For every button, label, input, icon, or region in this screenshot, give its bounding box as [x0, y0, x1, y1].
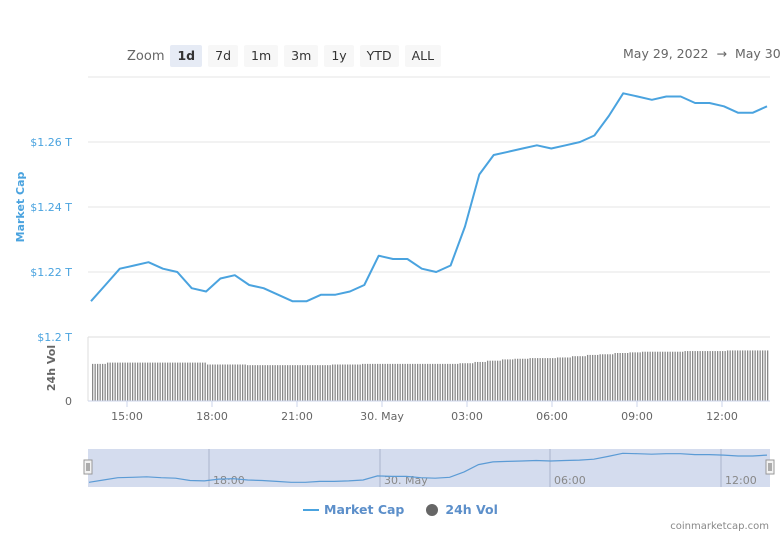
- zoom-ytd-button[interactable]: YTD: [359, 45, 399, 67]
- credit-link[interactable]: coinmarketcap.com: [670, 521, 769, 532]
- navigator-selection[interactable]: [88, 449, 770, 487]
- x-axis-labels: 15:00 18:00 21:00 30. May 03:00 06:00 09:00 12:…: [111, 401, 738, 423]
- svg-text:$1.22 T: $1.22 T: [30, 266, 72, 279]
- svg-text:18:00: 18:00: [196, 410, 228, 423]
- svg-text:12:00: 12:00: [725, 474, 757, 487]
- svg-text:$1.26 T: $1.26 T: [30, 136, 72, 149]
- market-cap-line[interactable]: [90, 92, 768, 303]
- line-icon: [303, 508, 319, 511]
- zoom-1y-button[interactable]: 1y: [324, 45, 354, 67]
- svg-text:09:00: 09:00: [621, 410, 653, 423]
- svg-text:06:00: 06:00: [554, 474, 586, 487]
- zoom-3m-button[interactable]: 3m: [284, 45, 319, 67]
- arrow-right-icon: →: [716, 46, 727, 61]
- svg-text:15:00: 15:00: [111, 410, 143, 423]
- y-axis-labels: $1.2 T $1.22 T $1.24 T $1.26 T: [30, 136, 72, 344]
- legend-market-cap[interactable]: Market Cap: [303, 502, 404, 517]
- zoom-1m-button[interactable]: 1m: [244, 45, 279, 67]
- svg-text:$1.24 T: $1.24 T: [30, 201, 72, 214]
- svg-text:21:00: 21:00: [281, 410, 313, 423]
- grid-lines: [88, 141, 770, 273]
- date-to-input[interactable]: May 30, 2: [734, 46, 780, 61]
- zoom-label: Zoom: [127, 48, 165, 64]
- svg-text:06:00: 06:00: [536, 410, 568, 423]
- zoom-toolbar: Zoom 1d 7d 1m 3m 1y YTD ALL: [127, 44, 447, 68]
- date-from-input[interactable]: May 29, 2022: [623, 46, 709, 61]
- volume-bars: [92, 350, 769, 401]
- circle-icon: [426, 503, 439, 516]
- legend: Market Cap 24h Vol: [303, 502, 520, 517]
- navigator-left-handle[interactable]: [83, 459, 93, 475]
- zoom-all-button[interactable]: ALL: [404, 45, 442, 67]
- y-axis-title-market-cap: Market Cap: [14, 172, 27, 243]
- vol-axis-zero: 0: [65, 395, 72, 408]
- svg-text:$1.2 T: $1.2 T: [37, 331, 72, 344]
- zoom-7d-button[interactable]: 7d: [208, 45, 239, 67]
- legend-24h-vol[interactable]: 24h Vol: [426, 502, 498, 517]
- svg-text:03:00: 03:00: [451, 410, 483, 423]
- svg-text:18:00: 18:00: [213, 474, 245, 487]
- navigator-right-handle[interactable]: [765, 459, 775, 475]
- navigator-line: [88, 452, 768, 483]
- svg-text:30. May: 30. May: [360, 410, 404, 423]
- date-range: May 29, 2022 → May 30, 2: [623, 46, 780, 61]
- svg-text:12:00: 12:00: [706, 410, 738, 423]
- y-axis-title-volume: 24h Vol: [45, 345, 58, 391]
- zoom-1d-button[interactable]: 1d: [170, 45, 203, 67]
